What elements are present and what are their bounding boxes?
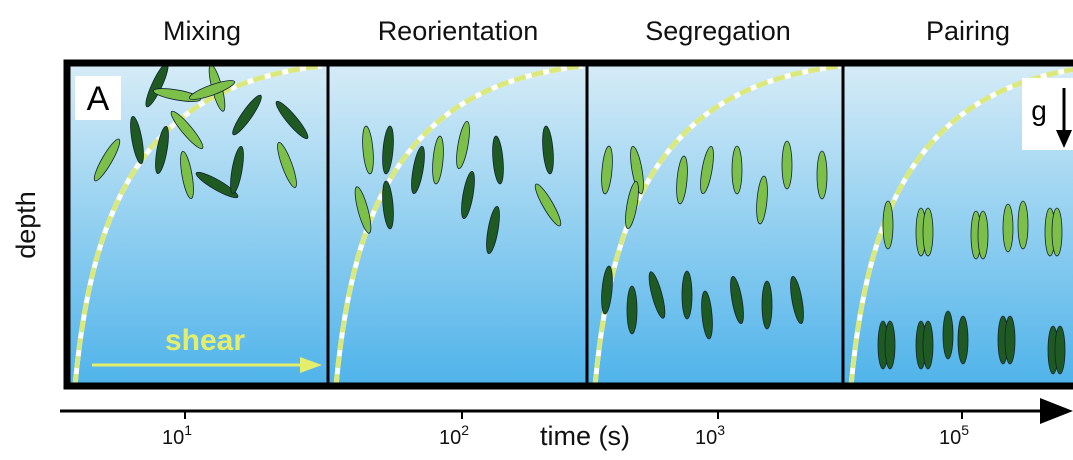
grain: [155, 125, 169, 175]
grain: [701, 290, 713, 340]
shear-front-dash: [72, 63, 323, 387]
grain: [362, 125, 374, 175]
grain: [730, 275, 744, 325]
grain: [1054, 325, 1066, 375]
grain: [942, 310, 954, 360]
tick-exponent: 2: [461, 422, 469, 438]
grain: [195, 171, 239, 199]
grain: [432, 135, 444, 185]
grain: [230, 145, 244, 195]
grain: [681, 270, 693, 320]
grain: [354, 186, 372, 234]
grain: [756, 175, 768, 225]
grain: [626, 285, 638, 335]
grain: [816, 150, 828, 200]
grain: [676, 155, 688, 205]
grain: [275, 100, 309, 140]
tick-base: 10: [939, 427, 961, 449]
y-axis-label: depth: [11, 191, 41, 259]
shear-front-dash: [333, 63, 584, 387]
grain: [781, 140, 793, 190]
grain: [957, 315, 969, 365]
grain: [1002, 203, 1014, 253]
grain: [382, 180, 394, 230]
time-tick-label: 102: [439, 422, 469, 449]
grain: [486, 205, 500, 255]
label-box: [75, 76, 121, 120]
grain: [93, 138, 121, 182]
tick-exponent: 3: [717, 422, 725, 438]
grain: [922, 320, 934, 370]
grain: [882, 200, 894, 250]
stage-title: Segregation: [645, 16, 791, 46]
grain: [761, 280, 773, 330]
time-arrowhead: [1040, 398, 1073, 424]
grain: [542, 125, 554, 175]
tick-exponent: 5: [961, 422, 969, 438]
time-tick-label: 103: [695, 422, 725, 449]
gravity-label: g: [1031, 95, 1047, 126]
grain: [382, 125, 394, 175]
gravity-arrowhead: [1056, 130, 1072, 148]
grain: [731, 145, 743, 195]
grain: [1017, 200, 1029, 250]
grain: [152, 88, 202, 102]
shear-arrowhead: [300, 357, 322, 373]
tick-base: 10: [162, 427, 184, 449]
shear-label: shear: [165, 324, 245, 357]
grain: [977, 210, 989, 260]
grain: [601, 145, 613, 195]
x-axis-label: time (s): [540, 421, 630, 451]
tick-exponent: 1: [184, 422, 192, 438]
grain: [180, 150, 194, 200]
grain: [534, 183, 562, 227]
grain: [492, 135, 504, 185]
time-tick-label: 105: [939, 422, 969, 449]
stage-title: Mixing: [163, 16, 241, 46]
titles: Mixing Reorientation Segregation Pairing: [163, 16, 1010, 46]
panel-label: A: [87, 80, 110, 118]
stage-title: Reorientation: [378, 16, 539, 46]
grain: [461, 170, 475, 220]
frame: [63, 59, 1073, 390]
grain: [277, 141, 297, 189]
tick-base: 10: [439, 427, 461, 449]
grain: [170, 110, 204, 150]
grain: [884, 320, 896, 370]
grain: [232, 94, 262, 136]
grain: [648, 271, 666, 319]
grain: [188, 80, 236, 100]
grain: [922, 207, 934, 257]
tick-base: 10: [695, 427, 717, 449]
grain: [601, 265, 613, 315]
grain: [456, 120, 470, 170]
grain: [1051, 207, 1063, 257]
grain: [130, 115, 144, 165]
ticks: 101 102 103 105: [162, 411, 969, 449]
grain: [790, 275, 804, 325]
stage-title: Pairing: [926, 16, 1010, 46]
grain: [411, 145, 425, 195]
time-tick-label: 101: [162, 422, 192, 449]
grain: [630, 145, 644, 195]
grain: [1004, 315, 1016, 365]
grain: [625, 180, 639, 230]
grain: [700, 145, 714, 195]
